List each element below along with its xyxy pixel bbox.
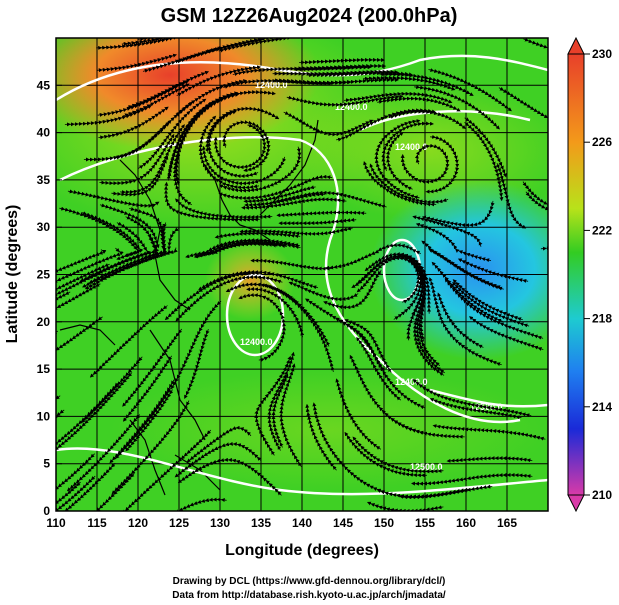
colorbar-tick-label: 210	[592, 488, 612, 502]
streamline	[214, 231, 301, 239]
streamline	[432, 424, 546, 441]
y-tick-label: 10	[37, 409, 51, 423]
streamline	[299, 57, 385, 65]
colorbar-scale	[567, 53, 585, 496]
streamline	[56, 409, 65, 453]
credit-drawing: Drawing by DCL (https://www.gfd-dennou.o…	[173, 576, 446, 587]
y-tick-label: 20	[37, 315, 51, 329]
x-tick-label: 140	[292, 516, 312, 530]
x-tick-label: 155	[415, 516, 435, 530]
x-tick-label: 110	[46, 516, 66, 530]
colorbar-tick-label: 226	[592, 135, 612, 149]
streamline	[498, 86, 548, 133]
streamline	[56, 271, 102, 305]
streamline	[218, 174, 333, 201]
x-tick-label: 125	[169, 516, 189, 530]
contour-label: 12400.0	[240, 337, 273, 347]
streamline	[428, 68, 512, 112]
y-tick-label: 5	[43, 457, 50, 471]
contour-label: 12400.0	[395, 142, 428, 152]
streamline	[250, 258, 332, 271]
contour-label: 12400.0	[395, 377, 428, 387]
streamline	[246, 287, 305, 338]
x-axis-label: Longitude (degrees)	[225, 542, 379, 559]
colorbar-tick-label: 214	[592, 400, 612, 414]
contour-label: 12500.0	[410, 462, 443, 472]
streamline	[428, 248, 504, 291]
streamline	[425, 134, 460, 194]
colorbar-top-arrow	[567, 36, 585, 55]
streamline	[369, 163, 449, 205]
y-tick-label: 35	[37, 173, 51, 187]
streamline	[56, 316, 103, 367]
x-tick-label: 120	[128, 516, 148, 530]
streamline	[412, 378, 532, 418]
contour-label: 12400.0	[335, 102, 368, 112]
streamline	[195, 241, 287, 258]
streamline	[349, 354, 426, 435]
streamline	[81, 356, 143, 423]
y-tick-label: 15	[37, 362, 51, 376]
x-tick-label: 130	[210, 516, 230, 530]
x-tick-label: 160	[456, 516, 476, 530]
streamline	[305, 403, 337, 471]
colorbar-tick-label: 218	[592, 312, 612, 326]
chart-title: GSM 12Z26Aug2024 (200.0hPa)	[161, 5, 458, 27]
colorbar-bottom-arrow	[567, 494, 585, 513]
streamline	[271, 373, 289, 448]
y-tick-label: 30	[37, 220, 51, 234]
cool-anomaly-east	[370, 180, 548, 360]
x-tick-label: 135	[251, 516, 271, 530]
streamline	[293, 65, 372, 72]
streamline	[307, 71, 413, 78]
streamline	[121, 38, 234, 46]
colorbar-tick-label: 230	[592, 47, 612, 61]
y-tick-label: 40	[37, 126, 51, 140]
y-tick-label: 0	[43, 504, 50, 518]
streamline	[56, 395, 61, 436]
streamline	[523, 38, 548, 62]
streamline	[138, 98, 207, 169]
x-tick-label: 145	[333, 516, 353, 530]
streamline	[522, 181, 548, 214]
streamline	[175, 275, 283, 322]
streamline	[421, 200, 495, 228]
x-tick-label: 165	[497, 516, 517, 530]
y-axis-label: Latitude (degrees)	[4, 205, 21, 344]
streamline	[276, 210, 367, 218]
y-tick-label: 25	[37, 268, 51, 282]
wind-streamlines	[56, 38, 548, 511]
streamline	[376, 487, 470, 499]
streamline	[412, 266, 445, 376]
credit-data: Data from http://database.rish.kyoto-u.a…	[172, 590, 446, 601]
streamline	[223, 78, 333, 89]
y-axis-ticks: 0 5 10 15 20 25 30 35 40 45	[37, 78, 62, 518]
streamline	[446, 456, 533, 463]
streamline	[184, 328, 210, 399]
x-tick-label: 115	[87, 516, 107, 530]
colorbar-tick-label: 222	[592, 223, 612, 237]
streamline	[129, 207, 167, 259]
streamline	[119, 429, 212, 511]
map-plot-area: 12400.0 12400.0 12400.0 12400.0 12400.0 …	[56, 38, 548, 511]
x-axis-ticks: 110 115 120 125 130 135 140 145 150 155 160 165	[46, 505, 517, 530]
y-tick-label: 45	[37, 78, 51, 92]
streamline	[56, 249, 107, 285]
streamline	[142, 46, 222, 73]
colorbar: 230 226 222 218 214 210	[567, 36, 612, 513]
streamline	[278, 217, 357, 226]
streamline	[163, 181, 260, 222]
x-tick-label: 150	[374, 516, 394, 530]
streamline	[464, 122, 504, 202]
streamline	[411, 472, 533, 486]
streamline	[305, 298, 371, 349]
